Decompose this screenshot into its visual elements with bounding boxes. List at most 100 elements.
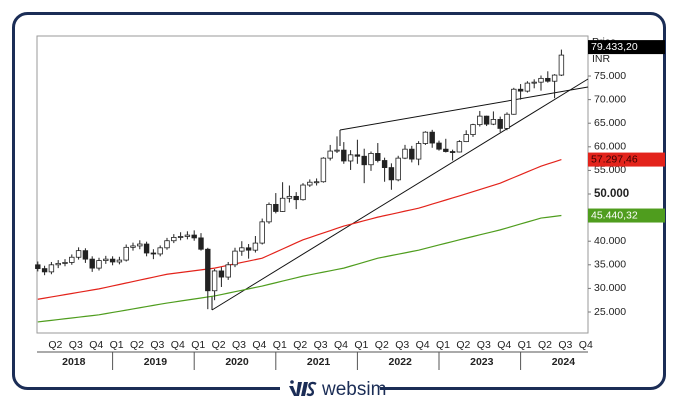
candle-body	[137, 243, 143, 247]
candle-body	[130, 245, 136, 248]
year-label: 2021	[307, 356, 331, 368]
y-tick-label: 75.000	[594, 70, 626, 82]
candle-body	[415, 143, 422, 160]
candle-body	[375, 153, 381, 161]
logo-stroke	[296, 382, 302, 396]
candle-body	[511, 88, 517, 115]
candle-body	[205, 248, 211, 292]
candle-body	[517, 88, 524, 92]
y-tick-label: 35.000	[594, 259, 626, 271]
quarter-label: Q2	[130, 339, 144, 351]
candle-body	[184, 234, 191, 237]
candle-body	[198, 237, 204, 250]
candle-body	[150, 252, 157, 255]
candle-body	[395, 157, 401, 181]
y-tick-label: 50.000	[594, 188, 629, 200]
quarter-label: Q4	[89, 339, 103, 351]
candle-body	[524, 82, 531, 92]
candle-body	[116, 259, 123, 263]
logo-backdrop	[280, 377, 380, 401]
y-tick-label: 25.000	[594, 306, 626, 318]
candle-body	[443, 148, 449, 152]
quarter-label: Q2	[538, 339, 552, 351]
candle-body	[449, 151, 456, 153]
candle-body	[320, 157, 327, 183]
quarter-label: Q2	[293, 339, 307, 351]
candle-body	[191, 234, 197, 239]
quarter-label: Q3	[150, 339, 164, 351]
candle-body	[82, 250, 89, 260]
candle-body	[327, 150, 333, 159]
candle-body	[456, 141, 463, 153]
candle-body	[354, 154, 361, 157]
candle-body	[259, 221, 265, 244]
quarter-label: Q4	[171, 339, 185, 351]
candle-body	[273, 203, 279, 212]
moving-average-line	[37, 214, 562, 323]
candle-body	[477, 115, 483, 126]
candle-body	[307, 181, 313, 186]
quarter-label: Q3	[69, 339, 83, 351]
year-label: 2024	[552, 356, 576, 368]
quarter-label: Q4	[252, 339, 266, 351]
chart-layer: 25.00030.00035.00040.00045.00050.00055.0…	[35, 49, 629, 370]
last-value-box	[588, 152, 665, 167]
quarter-label: Q4	[579, 339, 593, 351]
last-value-labels: 79.433,20 57.297,46 45.440,32	[588, 40, 665, 223]
year-label: 2022	[389, 356, 413, 368]
y-tick-label: 30.000	[594, 282, 626, 294]
quarter-label: Q3	[395, 339, 409, 351]
y-tick-label: 65.000	[594, 117, 626, 129]
y-tick-label: 40.000	[594, 235, 626, 247]
candle-body	[41, 268, 48, 273]
moving-average-line	[37, 158, 562, 300]
candle-body	[341, 149, 347, 162]
candle-body	[103, 258, 109, 261]
last-value-label: 45.440,32	[591, 209, 638, 221]
candle-body	[177, 236, 184, 238]
candle-body	[436, 142, 442, 150]
candle-body	[75, 250, 82, 258]
quarter-label: Q4	[334, 339, 348, 351]
quarter-label: Q1	[110, 339, 124, 351]
last-value-label: 57.297,46	[591, 153, 638, 165]
year-label: 2023	[470, 356, 494, 368]
logo-stroke	[301, 382, 308, 396]
quarter-label: Q3	[477, 339, 491, 351]
candle-body	[48, 264, 55, 273]
candle-body	[279, 197, 286, 212]
candle-body	[381, 160, 388, 168]
y-axis-label: INR	[592, 53, 611, 65]
quarter-label: Q2	[212, 339, 226, 351]
quarter-label: Q2	[456, 339, 470, 351]
quarter-label: Q4	[416, 339, 430, 351]
candle-body	[211, 270, 218, 292]
candle-body	[429, 131, 435, 144]
brand-name: websim	[321, 379, 386, 400]
candle-body	[245, 247, 252, 251]
year-label: 2020	[225, 356, 249, 368]
candle-body	[266, 203, 272, 223]
candle-body	[35, 264, 41, 269]
quarter-label: Q1	[436, 339, 450, 351]
candle-body	[171, 237, 177, 242]
candle-body	[109, 258, 116, 263]
y-tick-label: 60.000	[594, 141, 626, 153]
resistance-trendline	[339, 86, 589, 131]
candle-body	[62, 262, 68, 264]
quarter-label: Q2	[48, 339, 62, 351]
quarter-label: Q1	[273, 339, 287, 351]
candle-body	[55, 262, 61, 266]
candle-body	[470, 124, 476, 135]
candle-body	[422, 131, 429, 144]
candle-body	[545, 77, 551, 82]
candle-body	[388, 167, 395, 181]
y-tick-label: 55.000	[594, 164, 626, 176]
y-tick-label: 70.000	[594, 93, 626, 105]
logo-dot	[290, 380, 294, 384]
quarter-label: Q3	[232, 339, 246, 351]
quarter-label: Q3	[314, 339, 328, 351]
quarter-label: Q4	[497, 339, 511, 351]
